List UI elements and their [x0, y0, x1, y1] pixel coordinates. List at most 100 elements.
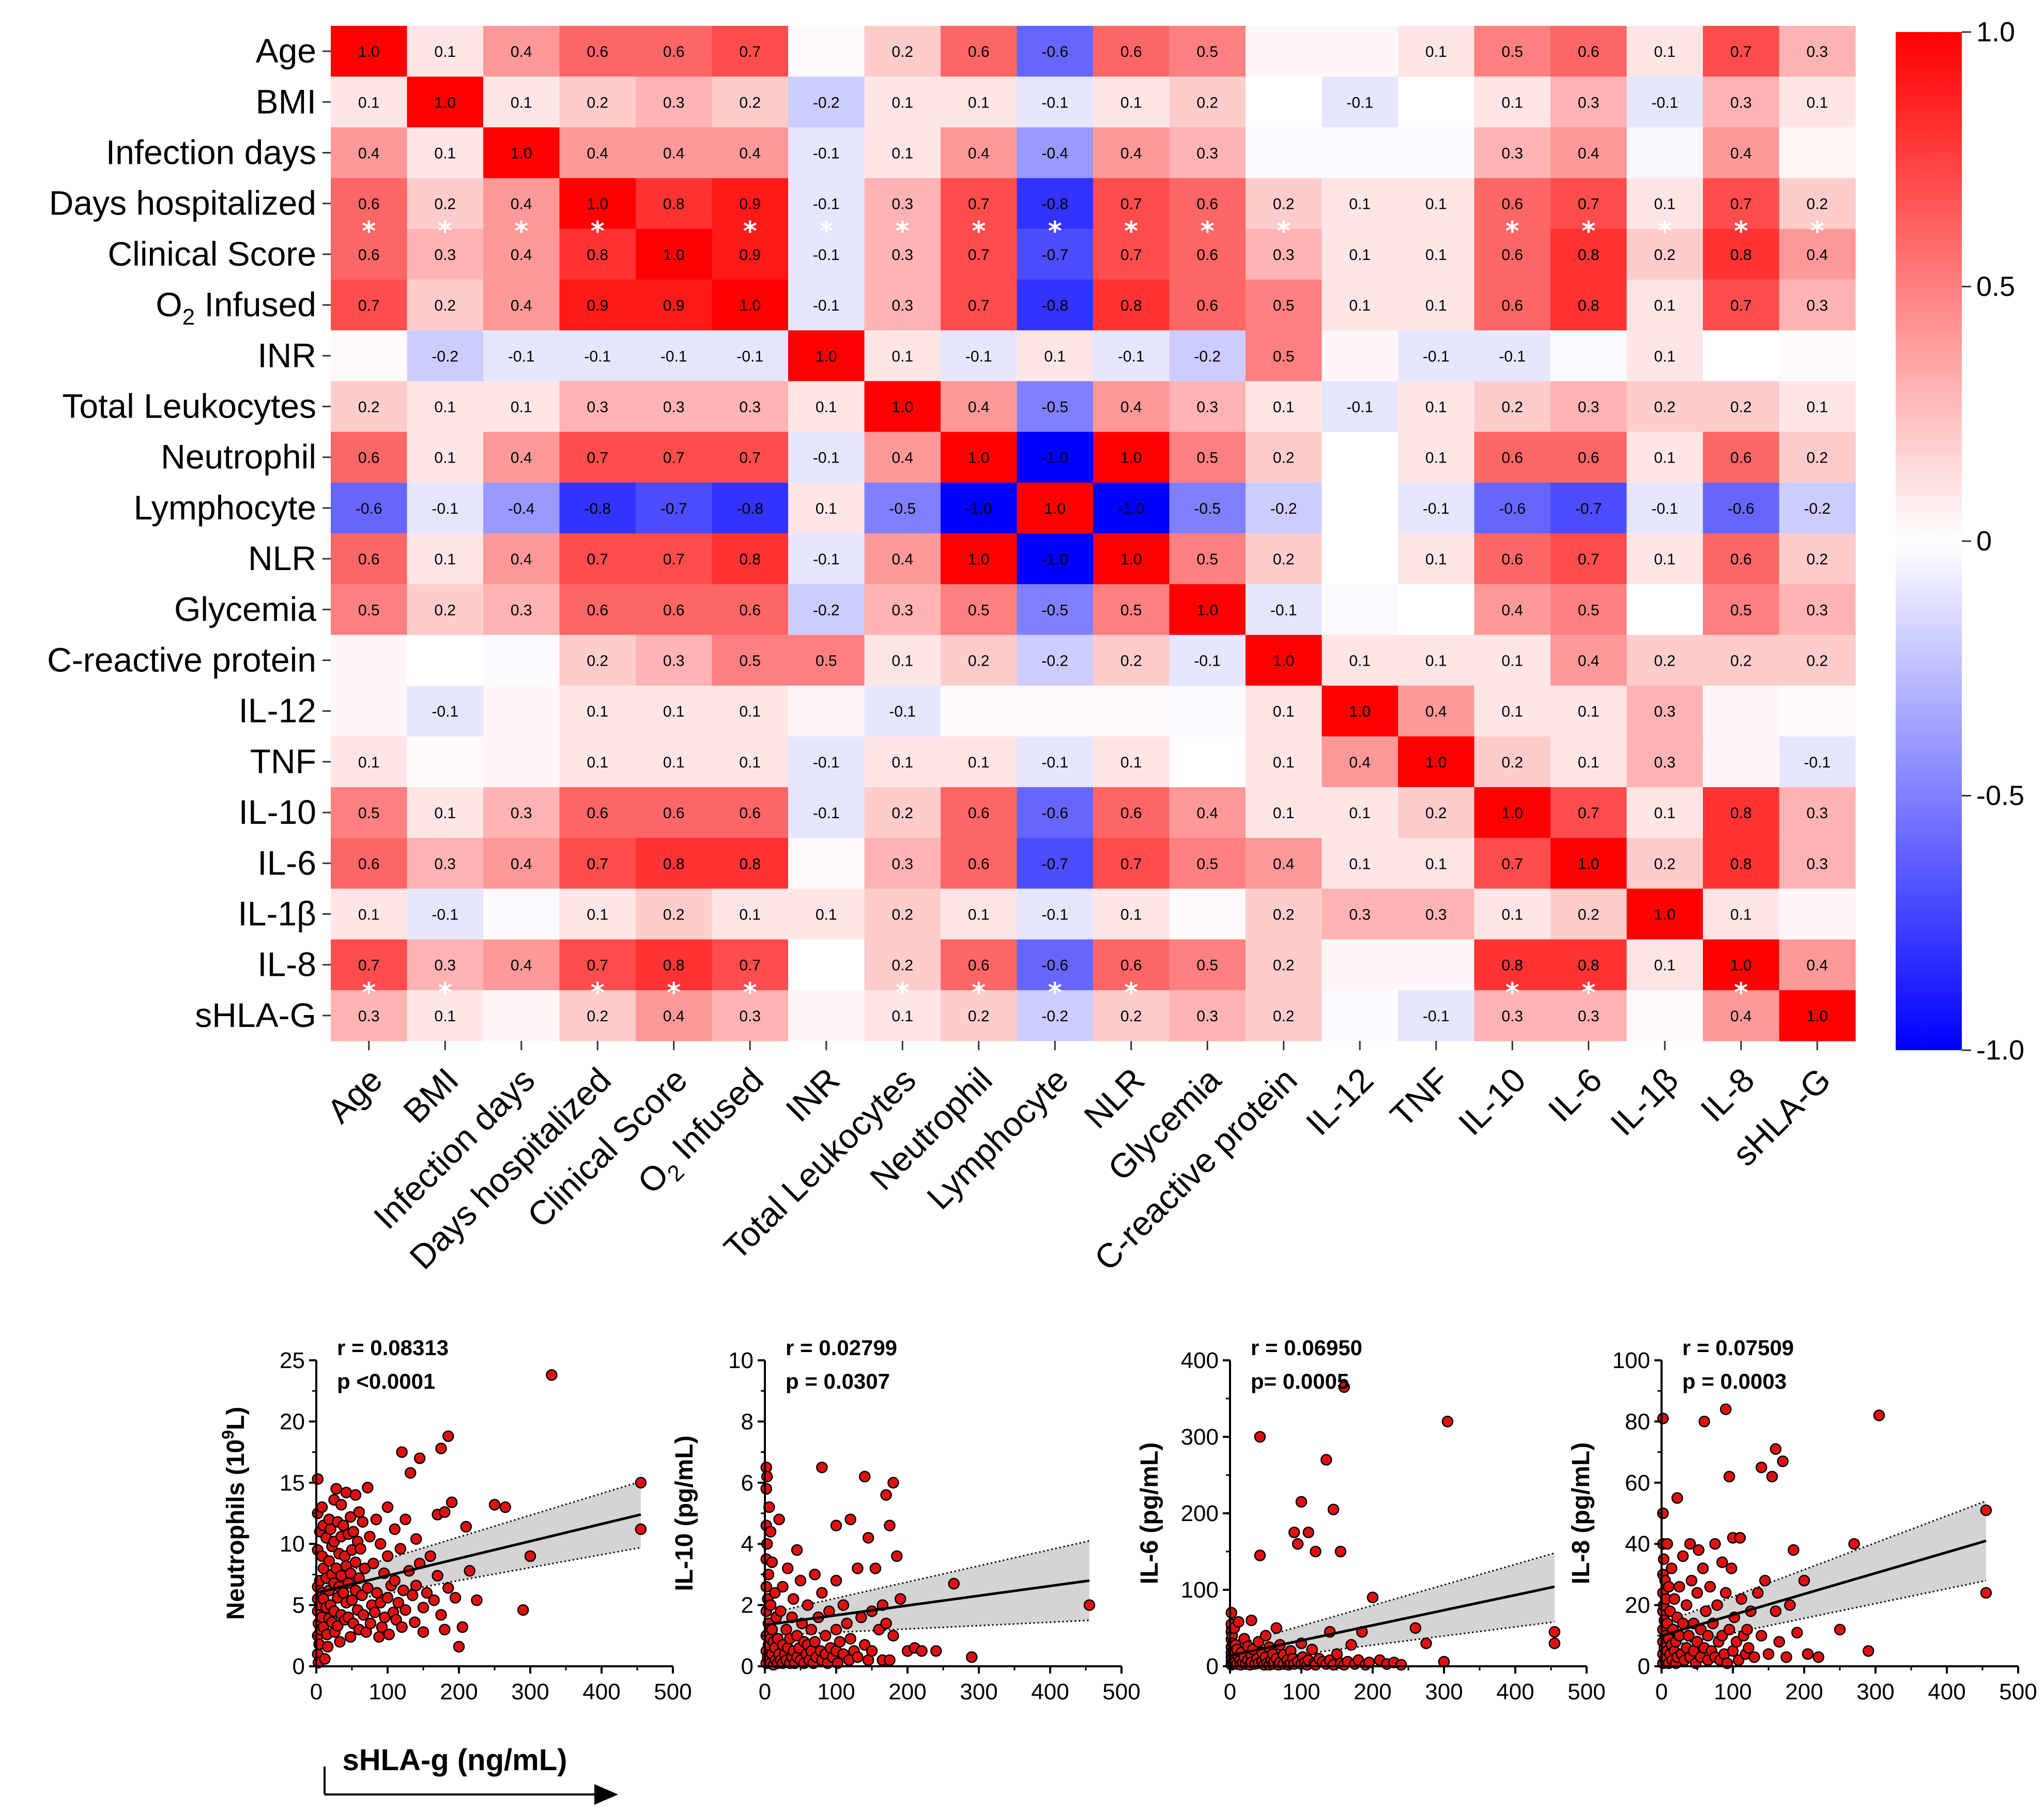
- cell-value-il-6-infection-days: 0.4: [511, 855, 532, 872]
- heatmap-cell-shla-g-age: [331, 990, 408, 1041]
- heatmap-cell-age-age: [331, 26, 408, 77]
- cell-value-il-10-age: 0.5: [358, 805, 380, 822]
- heatmap-cell-bmi-glycemia: [1169, 76, 1246, 128]
- cell-value-neutrophil-lymphocyte: -1.0: [1041, 450, 1068, 467]
- scatter-point: [844, 1633, 856, 1645]
- arrow-head-icon: [594, 1784, 618, 1805]
- cell-value-days-hospitalized-c-reactive-protein: 0.2: [1273, 196, 1295, 213]
- cell-value-il-6-il-12: 0.1: [1349, 855, 1371, 872]
- stat-r: r = 0.07509: [1682, 1336, 1794, 1360]
- cell-value-total-leukocytes-clinical-score: 0.3: [663, 399, 685, 416]
- heatmap-cell-age-lymphocyte: [1017, 26, 1094, 77]
- cell-value-shla-g-neutrophil: 0.2: [968, 1008, 990, 1025]
- y-tick-label: 0: [1638, 1654, 1650, 1679]
- scatter-point: [1777, 1455, 1789, 1467]
- cell-value-neutrophil-neutrophil: 1.0: [968, 450, 990, 467]
- heatmap-cell-il-1beta-tnf: [1398, 888, 1475, 940]
- cell-value-lymphocyte-bmi: -0.1: [432, 500, 458, 517]
- scatter-point: [1677, 1550, 1689, 1562]
- scatter-point: [1716, 1556, 1728, 1568]
- cell-value-tnf-il-12: 0.4: [1349, 754, 1371, 771]
- scatter-point: [1711, 1599, 1723, 1611]
- heatmap-cell-tnf-total-leukocytes: [864, 736, 941, 788]
- heatmap-cell-clinical-score-total-leukocytes: [864, 228, 941, 280]
- heatmap-cell-tnf-tnf: [1398, 736, 1475, 788]
- sig-star-shlag-o2-infused: *: [743, 977, 757, 1008]
- heatmap-cell-il-10-lymphocyte: [1017, 787, 1094, 838]
- heatmap-cell-o2-infused-clinical-score: [636, 280, 713, 331]
- x-tick-label: 400: [582, 1679, 620, 1705]
- scatter-point: [410, 1579, 422, 1591]
- scatter-point: [359, 1562, 371, 1574]
- cell-value-neutrophil-inr: -0.1: [813, 450, 840, 467]
- scatter-point: [546, 1369, 558, 1381]
- heatmap-cell-nlr-bmi: [407, 533, 484, 585]
- cell-value-neutrophil-clinical-score: 0.7: [663, 450, 685, 467]
- scatter-point: [439, 1506, 451, 1518]
- cell-value-il-10-il-8: 0.8: [1730, 805, 1752, 822]
- cell-value-age-o2-infused: 0.7: [739, 43, 761, 60]
- scatter-point: [1345, 1639, 1357, 1651]
- cell-value-c-reactive-protein-c-reactive-protein: 1.0: [1273, 653, 1295, 670]
- cell-value-il-8-il-8: 1.0: [1730, 957, 1752, 974]
- scatter-point: [1873, 1409, 1885, 1421]
- scatter-point: [321, 1640, 334, 1653]
- heatmap-cell-il-10-days-hospitalized: [559, 787, 636, 838]
- scatter-point: [404, 1467, 417, 1479]
- cell-value-c-reactive-protein-shla-g: 0.2: [1806, 653, 1828, 670]
- cell-value-il-1beta-neutrophil: 0.1: [968, 907, 990, 924]
- heatmap-cell-infection-days-glycemia: [1169, 127, 1246, 179]
- cell-value-total-leukocytes-inr: 0.1: [816, 399, 837, 416]
- heatmap-cell-nlr-days-hospitalized: [559, 533, 636, 585]
- scatter-point: [499, 1501, 511, 1513]
- cell-value-neutrophil-o2-infused: 0.7: [739, 450, 761, 467]
- heatmap-cell-il-10-infection-days: [483, 787, 560, 838]
- scatter-point: [887, 1477, 899, 1489]
- cell-value-lymphocyte-clinical-score: -0.7: [660, 500, 687, 517]
- heatmap-cell-shla-g-inr: [788, 990, 865, 1041]
- scatter-point: [844, 1513, 856, 1526]
- cell-value-clinical-score-c-reactive-protein: 0.3: [1273, 247, 1295, 264]
- heatmap-cell-il-6-infection-days: [483, 838, 560, 889]
- cell-value-shla-g-days-hospitalized: 0.2: [587, 1008, 608, 1025]
- scatter-point: [460, 1521, 472, 1533]
- heatmap-cell-lymphocyte-neutrophil: [941, 482, 1018, 534]
- heatmap-cell-glycemia-shla-g: [1779, 584, 1856, 635]
- cell-value-neutrophil-il-10: 0.6: [1501, 450, 1523, 467]
- heatmap-cell-il-10-total-leukocytes: [864, 787, 941, 838]
- scatter-point: [381, 1592, 394, 1604]
- cell-value-il-8-nlr: 0.6: [1120, 957, 1142, 974]
- cell-value-shla-g-tnf: -0.1: [1423, 1008, 1450, 1025]
- heatmap-cell-glycemia-clinical-score: [636, 584, 713, 635]
- heatmap-cell-shla-g-neutrophil: [941, 990, 1018, 1041]
- scatter-point: [381, 1501, 394, 1513]
- heatmap-cell-bmi-neutrophil: [941, 76, 1018, 128]
- row-label-glycemia: Glycemia: [174, 590, 316, 628]
- heatmap-cell-infection-days-nlr: [1093, 127, 1170, 179]
- cell-value-days-hospitalized-days-hospitalized: 1.0: [587, 196, 608, 213]
- scatter-point: [1420, 1637, 1432, 1649]
- stat-p: p = 0.0003: [1682, 1369, 1787, 1393]
- cell-value-days-hospitalized-infection-days: 0.4: [511, 196, 532, 213]
- cell-value-c-reactive-protein-il-6: 0.4: [1578, 653, 1600, 670]
- scatter-point: [930, 1645, 942, 1657]
- heatmap-cell-age-o2-infused: [712, 26, 789, 77]
- cell-value-glycemia-inr: -0.2: [813, 602, 840, 619]
- heatmap-cell-bmi-il-10: [1474, 76, 1551, 128]
- x-tick-label: 200: [1354, 1679, 1391, 1705]
- scatter-point: [862, 1532, 874, 1544]
- heatmap-cell-shla-g-tnf: [1398, 990, 1475, 1041]
- x-tick-label: 400: [1496, 1679, 1534, 1705]
- scatter-point: [805, 1623, 817, 1636]
- cell-value-neutrophil-bmi: 0.1: [434, 450, 456, 467]
- regression-line: [764, 1579, 1090, 1626]
- heatmap-cell-age-il-8: [1703, 26, 1780, 77]
- y-tick-label: 20: [280, 1409, 305, 1434]
- sig-star-clinical-neutrophil: *: [972, 216, 986, 247]
- scatter-point: [809, 1569, 821, 1580]
- heatmap-cell-shla-g-glycemia: [1169, 990, 1246, 1041]
- heatmap-cell-c-reactive-protein-o2-infused: [712, 635, 789, 686]
- sig-star-shlag-neutrophil: *: [972, 977, 986, 1008]
- cell-value-il-6-days-hospitalized: 0.7: [587, 855, 608, 872]
